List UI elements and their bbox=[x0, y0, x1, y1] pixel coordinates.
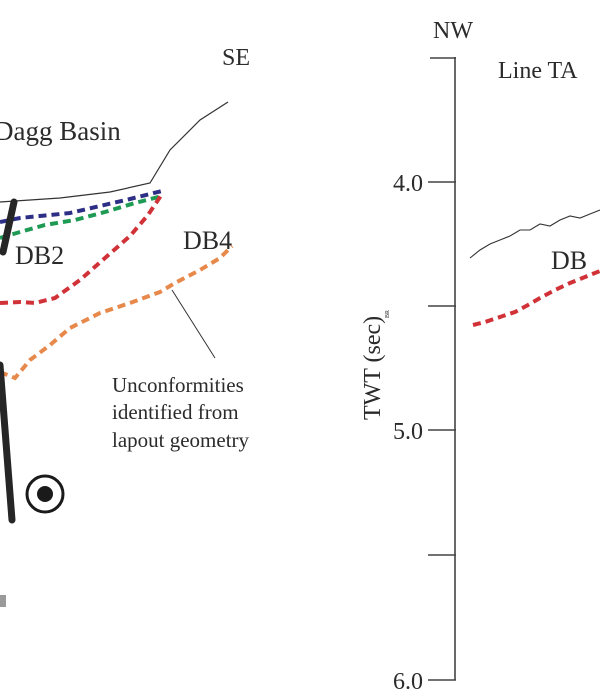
horizon-orange bbox=[0, 244, 234, 381]
horizon-red-right bbox=[472, 269, 600, 327]
annotation-line-1: Unconformities bbox=[112, 373, 244, 397]
twt-axis: 4.0 5.0 6.0 TWT (sec) BR bbox=[360, 57, 456, 695]
horizon-red bbox=[0, 192, 164, 306]
line-title: Line TA bbox=[498, 58, 578, 84]
annotation-line-3: lapout geometry bbox=[112, 428, 250, 452]
fault-trace-upper bbox=[0, 198, 18, 256]
axis-title: TWT (sec) bbox=[360, 316, 386, 420]
db4-label: DB4 bbox=[183, 226, 232, 255]
horizon-green bbox=[0, 194, 163, 240]
fault-trace-main bbox=[0, 361, 16, 524]
db-label-right: DB bbox=[551, 246, 587, 275]
tick-label-6: 6.0 bbox=[393, 669, 423, 695]
seafloor-line bbox=[0, 101, 229, 203]
basin-title: Dagg Basin bbox=[0, 116, 121, 146]
axis-title-superscript: BR bbox=[385, 310, 391, 318]
annotation-leader-line bbox=[171, 289, 216, 359]
horizon-navy bbox=[0, 189, 163, 224]
tick-label-5: 5.0 bbox=[393, 419, 423, 445]
out-of-page-motion-icon bbox=[25, 474, 65, 514]
se-direction-label: SE bbox=[222, 45, 250, 71]
seafloor-line-right bbox=[469, 209, 600, 259]
tick-label-4: 4.0 bbox=[393, 171, 423, 197]
nw-direction-label: NW bbox=[433, 18, 473, 44]
left-seismic-panel: Dagg Basin SE DB2 DB4 Unconformities ide… bbox=[0, 45, 250, 607]
grey-marker bbox=[0, 595, 6, 607]
annotation-line-2: identified from bbox=[112, 400, 239, 424]
db2-label: DB2 bbox=[15, 241, 64, 270]
right-seismic-panel: NW Line TA 4.0 5.0 6.0 TWT (sec) BR DB bbox=[360, 18, 600, 695]
